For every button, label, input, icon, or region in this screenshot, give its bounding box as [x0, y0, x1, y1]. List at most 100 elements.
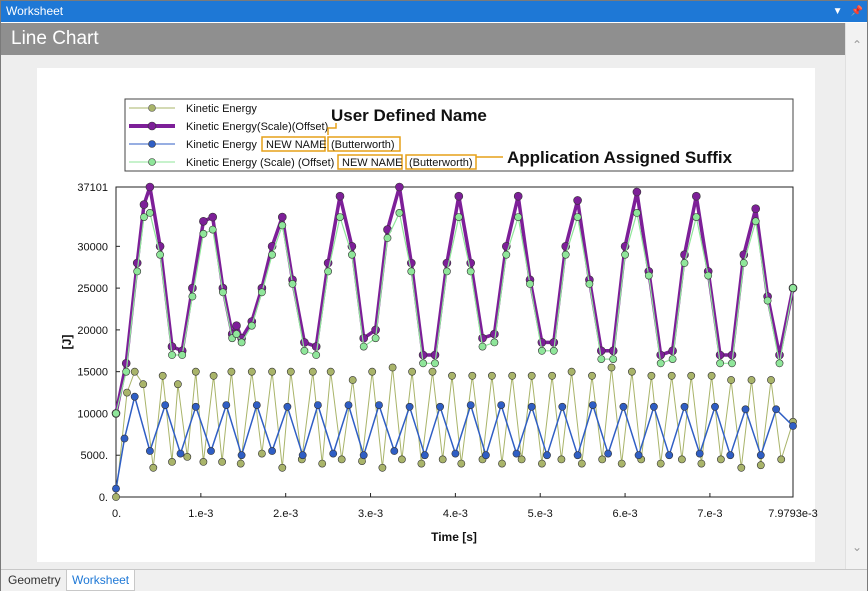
data-point	[344, 401, 353, 409]
data-point	[222, 401, 231, 409]
tab-worksheet[interactable]: Worksheet	[66, 570, 136, 591]
data-point	[751, 217, 760, 226]
data-point	[573, 213, 582, 221]
data-point	[145, 182, 155, 192]
data-point	[598, 455, 607, 464]
data-point	[145, 447, 154, 455]
data-point	[497, 401, 506, 409]
legend-tag-suffix: (Butterworth)	[409, 157, 473, 169]
data-point	[329, 449, 338, 458]
data-point	[300, 338, 309, 347]
pin-icon[interactable]: 📌	[850, 6, 863, 17]
vertical-scrollbar[interactable]: ⌃ ⌄	[845, 23, 867, 569]
x-tick-label: 7.e-3	[697, 508, 722, 520]
data-point	[454, 191, 464, 201]
data-point	[632, 187, 642, 197]
callout-app-suffix: Application Assigned Suffix	[507, 148, 733, 167]
data-point	[747, 376, 756, 384]
data-point	[145, 208, 154, 217]
callouts: User Defined Name Application Assigned S…	[327, 106, 733, 167]
data-point	[237, 451, 246, 460]
data-point	[596, 346, 606, 356]
series-line	[115, 367, 794, 498]
data-point	[431, 359, 439, 368]
data-point	[278, 221, 287, 230]
data-point	[337, 455, 346, 464]
y-tick-label: 5000.	[80, 450, 108, 462]
data-point	[777, 455, 786, 464]
dropdown-icon[interactable]: ▼	[832, 6, 843, 17]
data-point	[336, 213, 344, 221]
data-point	[120, 434, 129, 443]
scroll-down-icon[interactable]: ⌄	[851, 540, 863, 554]
data-point	[628, 367, 636, 376]
data-point	[383, 234, 392, 242]
data-point	[395, 182, 404, 192]
data-point	[298, 451, 307, 460]
data-point	[130, 367, 139, 376]
data-point	[498, 459, 506, 468]
legend-tag-name: NEW NAME	[342, 157, 403, 169]
tag-highlight-box	[261, 136, 326, 152]
data-point	[286, 367, 295, 376]
data-point	[378, 463, 387, 472]
data-point	[278, 463, 287, 472]
data-point	[526, 279, 534, 288]
legend-label: Kinetic Energy	[186, 139, 257, 151]
legend-box	[124, 98, 794, 172]
data-point	[508, 371, 517, 380]
data-point	[308, 367, 317, 376]
y-tick-label: 30000	[77, 241, 108, 253]
data-point	[436, 402, 444, 411]
data-point	[665, 451, 674, 460]
data-point	[359, 451, 368, 460]
data-point	[232, 330, 241, 338]
x-tick-label: 6.e-3	[613, 508, 638, 520]
data-point	[741, 405, 750, 414]
data-point	[236, 459, 245, 468]
y-tick-label: 0.	[99, 492, 108, 504]
data-point	[716, 359, 724, 368]
data-point	[207, 447, 215, 455]
y-axis: 0. 5000. 10000 15000 20000 25000 30000 37101	[77, 182, 120, 504]
data-point	[167, 342, 177, 351]
data-point	[257, 288, 266, 297]
data-point	[140, 213, 148, 221]
data-point	[311, 342, 321, 351]
data-point	[478, 333, 487, 343]
line-chart: Kinetic Energy Kinetic Energy(Scale)(Off…	[37, 68, 818, 562]
data-point	[621, 250, 629, 259]
legend-tag-suffix: (Butterworth)	[331, 139, 395, 151]
data-point	[573, 451, 582, 460]
data-point	[326, 367, 335, 376]
scroll-up-icon[interactable]: ⌃	[851, 38, 863, 52]
x-axis: 0. 1.e-3 2.e-3 3.e-3 4.e-3 5.e-3 6.e-3 7.e-3 7.9…	[112, 493, 818, 520]
data-point	[368, 367, 377, 376]
series-line	[115, 395, 794, 489]
data-point	[588, 401, 597, 409]
legend-label: Kinetic Energy (Scale) (Offset)	[186, 157, 334, 169]
series-layer	[111, 182, 798, 501]
legend-label: Kinetic Energy	[186, 103, 257, 115]
data-point	[756, 461, 765, 470]
data-point	[727, 350, 737, 360]
data-point	[347, 250, 356, 259]
data-point	[527, 371, 536, 380]
data-point	[751, 204, 761, 213]
data-point	[199, 217, 208, 226]
data-point	[359, 342, 368, 351]
data-point	[597, 355, 606, 363]
panel-header: Line Chart	[1, 23, 845, 55]
panel-title: Line Chart	[11, 28, 99, 49]
data-point	[300, 346, 309, 355]
x-tick-label: 0.	[112, 508, 121, 520]
data-point	[726, 451, 735, 460]
data-point	[268, 447, 276, 455]
data-point	[697, 459, 706, 468]
data-point	[237, 338, 246, 347]
tab-geometry[interactable]: Geometry	[8, 573, 61, 587]
data-point	[268, 250, 276, 259]
data-point	[407, 267, 416, 276]
legend-entry-4: Kinetic Energy (Scale) (Offset) NEW NAME…	[129, 154, 477, 170]
data-point	[487, 371, 496, 380]
